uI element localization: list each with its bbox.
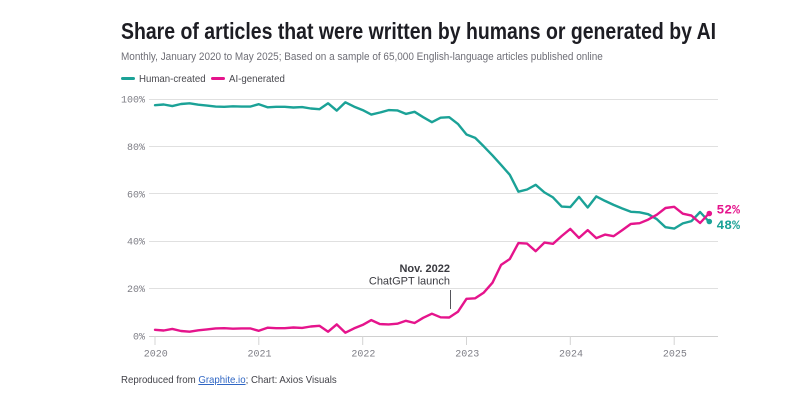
svg-text:2024: 2024	[559, 350, 583, 361]
svg-text:Nov. 2022: Nov. 2022	[399, 263, 450, 275]
svg-text:100%: 100%	[121, 96, 145, 107]
svg-text:2020: 2020	[144, 350, 168, 361]
svg-text:0%: 0%	[133, 333, 145, 344]
svg-text:80%: 80%	[127, 143, 145, 154]
svg-text:48%: 48%	[717, 218, 741, 233]
svg-text:40%: 40%	[127, 238, 145, 249]
svg-text:2021: 2021	[247, 350, 271, 361]
svg-text:ChatGPT launch: ChatGPT launch	[369, 276, 450, 288]
svg-text:52%: 52%	[717, 203, 741, 218]
svg-text:60%: 60%	[127, 190, 145, 201]
svg-text:2022: 2022	[351, 350, 375, 361]
svg-text:2025: 2025	[663, 350, 687, 361]
svg-text:20%: 20%	[127, 285, 145, 296]
svg-text:2023: 2023	[455, 350, 479, 361]
